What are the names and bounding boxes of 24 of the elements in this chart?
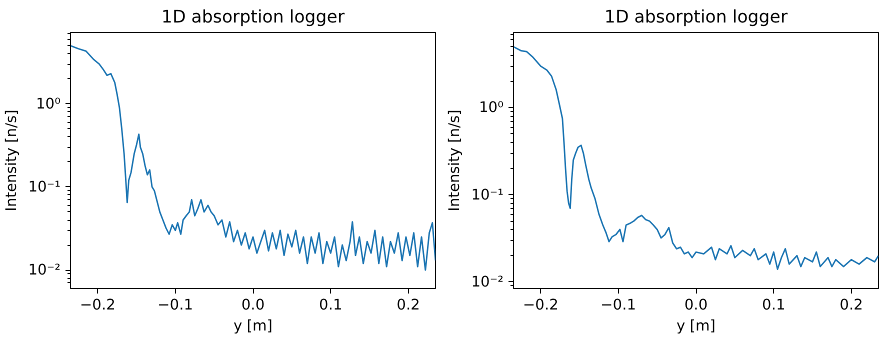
- x-tick-label: −0.2: [522, 296, 558, 314]
- chart-title: 1D absorption logger: [604, 8, 788, 28]
- y-tick-label: 10⁰: [36, 95, 61, 112]
- y-axis-title: Intensity [n/s]: [3, 110, 20, 212]
- y-tick-label: 10⁻¹: [471, 186, 504, 204]
- x-tick-label: 0.0: [684, 296, 708, 314]
- x-tick-label: −0.2: [80, 296, 116, 314]
- x-tick-label: 0.1: [319, 296, 342, 314]
- line-series: [70, 44, 436, 271]
- y-tick-label: 10⁻²: [471, 273, 504, 290]
- line-series: [514, 46, 878, 270]
- x-axis-title: y [m]: [676, 318, 716, 334]
- x-tick-label: −0.1: [600, 296, 636, 314]
- x-axis-title: y [m]: [233, 318, 273, 334]
- x-tick-label: 0.1: [762, 296, 786, 314]
- x-tick-label: 0.2: [840, 296, 863, 314]
- y-tick-label: 10⁰: [478, 99, 504, 116]
- x-tick-label: 0.2: [396, 296, 420, 314]
- x-tick-label: 0.0: [241, 296, 265, 314]
- chart-title: 1D absorption logger: [161, 8, 346, 28]
- y-tick-label: 10⁻²: [28, 262, 61, 279]
- x-tick-label: −0.1: [158, 296, 194, 314]
- y-tick-label: 10⁻¹: [28, 178, 61, 196]
- y-axis-title: Intensity [n/s]: [446, 110, 464, 212]
